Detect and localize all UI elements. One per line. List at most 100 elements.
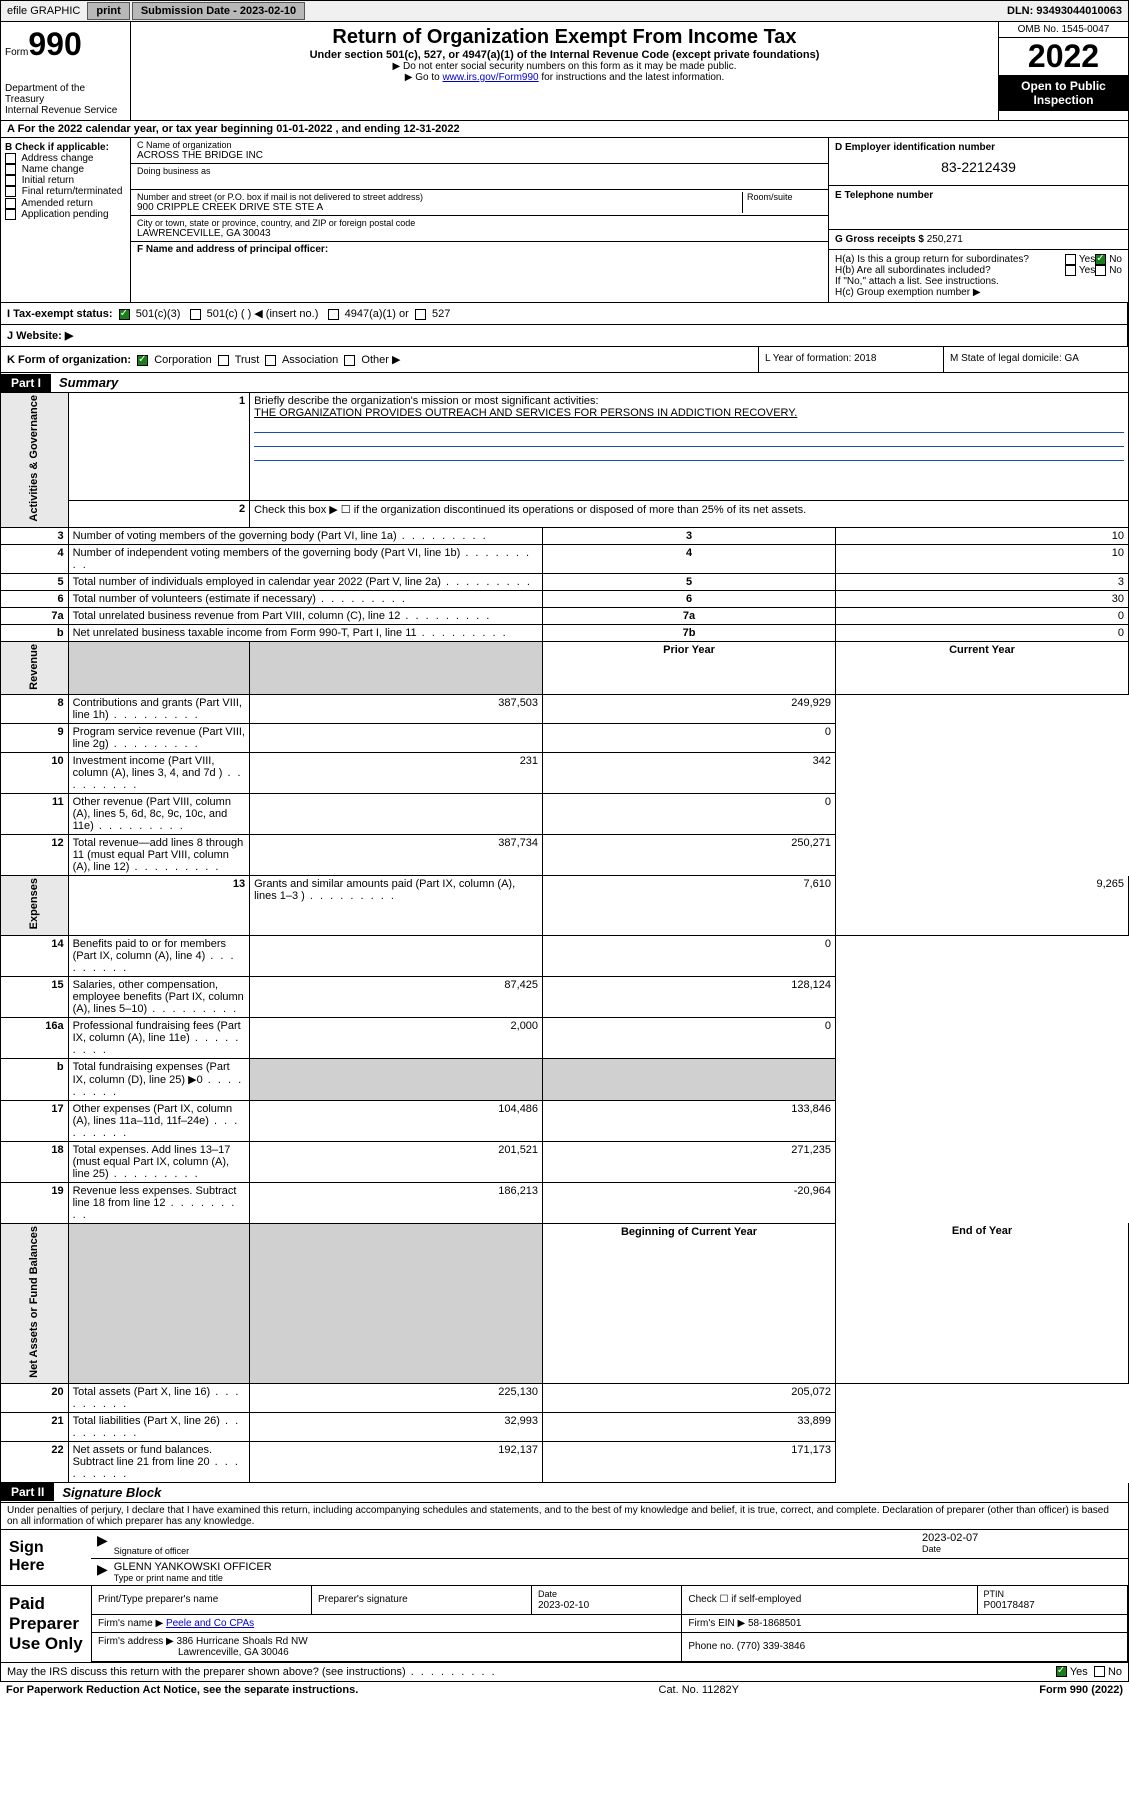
line-label: Other expenses (Part IX, column (A), lin…	[68, 1100, 250, 1141]
527-checkbox[interactable]	[415, 309, 426, 320]
line-box: 3	[543, 527, 836, 544]
501c-checkbox[interactable]	[190, 309, 201, 320]
prior-value: 104,486	[250, 1100, 543, 1141]
trust-checkbox[interactable]	[218, 355, 229, 366]
open-public-badge: Open to Public Inspection	[999, 75, 1128, 111]
other-checkbox[interactable]	[344, 355, 355, 366]
line-num: 10	[1, 753, 69, 794]
prep-sig-label: Preparer's signature	[312, 1586, 532, 1615]
box-b-checkbox[interactable]	[5, 153, 16, 164]
current-value: 9,265	[836, 876, 1129, 935]
line-num: 15	[1, 976, 69, 1017]
hc-label: H(c) Group exemption number ▶	[835, 287, 1122, 298]
table-row: 17Other expenses (Part IX, column (A), l…	[1, 1100, 1129, 1141]
line-num: 20	[1, 1383, 69, 1412]
box-b-checkbox[interactable]	[5, 209, 16, 220]
line-num: 6	[1, 590, 69, 607]
box-b-checkbox[interactable]	[5, 175, 16, 186]
box-b-checkbox[interactable]	[5, 198, 16, 209]
4947-checkbox[interactable]	[328, 309, 339, 320]
form-org-label: K Form of organization:	[7, 354, 131, 366]
dln-label: DLN: 93493044010063	[1007, 5, 1128, 17]
box-b-checkbox[interactable]	[5, 186, 16, 197]
row-j: J Website: ▶	[0, 325, 1129, 347]
cell-gray	[250, 1058, 543, 1100]
discuss-yes-checkbox[interactable]	[1056, 1666, 1067, 1677]
box-b-item: Application pending	[5, 209, 126, 220]
part1-header: Part I Summary	[0, 373, 1129, 393]
prior-value: 7,610	[543, 876, 836, 935]
submission-date-button[interactable]: Submission Date - 2023-02-10	[132, 2, 305, 20]
line-value: 0	[836, 607, 1129, 624]
line-label: Total number of volunteers (estimate if …	[68, 590, 542, 607]
line-label: Grants and similar amounts paid (Part IX…	[250, 876, 543, 935]
paid-preparer-label: Paid Preparer Use Only	[1, 1586, 91, 1662]
current-value: 171,173	[543, 1441, 836, 1482]
dept-label: Department of the Treasury	[5, 83, 126, 105]
firm-addr-cell: Firm's address ▶ 386 Hurricane Shoals Rd…	[92, 1632, 682, 1661]
line-num: 1	[68, 393, 250, 500]
hb-yes-checkbox[interactable]	[1065, 265, 1076, 276]
assoc-checkbox[interactable]	[265, 355, 276, 366]
city-label: City or town, state or province, country…	[137, 218, 822, 228]
line-a: A For the 2022 calendar year, or tax yea…	[0, 121, 1129, 138]
corp-checkbox[interactable]	[137, 355, 148, 366]
box-b-checkbox[interactable]	[5, 164, 16, 175]
ha-no-checkbox[interactable]	[1095, 254, 1106, 265]
discuss-no-checkbox[interactable]	[1094, 1666, 1105, 1677]
line-box: 5	[543, 573, 836, 590]
firm-ein-cell: Firm's EIN ▶ 58-1868501	[682, 1614, 1128, 1632]
line-num: 5	[1, 573, 69, 590]
hb-label: H(b) Are all subordinates included?	[835, 265, 1065, 276]
current-value: 0	[543, 794, 836, 835]
discuss-label: May the IRS discuss this return with the…	[7, 1666, 1056, 1678]
current-value: 0	[543, 724, 836, 753]
gross-receipts-label: G Gross receipts $	[835, 234, 924, 245]
line-box: 7a	[543, 607, 836, 624]
501c3-checkbox[interactable]	[119, 309, 130, 320]
ha-yes-checkbox[interactable]	[1065, 254, 1076, 265]
table-row: 6Total number of volunteers (estimate if…	[1, 590, 1129, 607]
current-value: 33,899	[543, 1412, 836, 1441]
current-value: 205,072	[543, 1383, 836, 1412]
table-row: bTotal fundraising expenses (Part IX, co…	[1, 1058, 1129, 1100]
row-i: I Tax-exempt status: 501(c)(3) 501(c) ( …	[0, 303, 1129, 325]
ptin-cell: PTINP00178487	[977, 1586, 1127, 1615]
current-value: 249,929	[543, 695, 836, 724]
line-label: Professional fundraising fees (Part IX, …	[68, 1017, 250, 1058]
prior-value	[250, 724, 543, 753]
line-num: 17	[1, 1100, 69, 1141]
efile-label: efile GRAPHIC	[1, 3, 86, 19]
firm-name-link[interactable]: Peele and Co CPAs	[166, 1618, 254, 1629]
phone-label-e: E Telephone number	[835, 190, 1122, 201]
table-row: 19Revenue less expenses. Subtract line 1…	[1, 1182, 1129, 1223]
prior-value: 231	[250, 753, 543, 794]
firm-name-cell: Firm's name ▶ Peele and Co CPAs	[92, 1614, 682, 1632]
table-row: bNet unrelated business taxable income f…	[1, 624, 1129, 641]
note-link: ▶ Go to www.irs.gov/Form990 for instruct…	[135, 72, 994, 83]
line-label: Total revenue—add lines 8 through 11 (mu…	[68, 835, 250, 876]
year-formation: L Year of formation: 2018	[758, 347, 943, 372]
irs-link[interactable]: www.irs.gov/Form990	[442, 72, 538, 83]
part2-header: Part II Signature Block	[0, 1483, 1129, 1503]
line-num: 4	[1, 544, 69, 573]
line-label: Investment income (Part VIII, column (A)…	[68, 753, 250, 794]
arrow-icon: ▶	[97, 1561, 108, 1583]
box-b-item: Final return/terminated	[5, 186, 126, 197]
current-value: 271,235	[543, 1141, 836, 1182]
line-label: Benefits paid to or for members (Part IX…	[68, 935, 250, 976]
org-name: ACROSS THE BRIDGE INC	[137, 150, 822, 161]
line-label: Total assets (Part X, line 16)	[68, 1383, 250, 1412]
print-button[interactable]: print	[87, 2, 129, 20]
prior-value	[250, 794, 543, 835]
line-num: 7a	[1, 607, 69, 624]
line-box: 7b	[543, 624, 836, 641]
line-label: Net assets or fund balances. Subtract li…	[68, 1441, 250, 1482]
table-row: 14Benefits paid to or for members (Part …	[1, 935, 1129, 976]
hb-no-checkbox[interactable]	[1095, 265, 1106, 276]
discuss-row: May the IRS discuss this return with the…	[0, 1663, 1129, 1682]
officer-label: F Name and address of principal officer:	[137, 244, 822, 255]
prep-name-label: Print/Type preparer's name	[92, 1586, 312, 1615]
self-employed-cell: Check ☐ if self-employed	[682, 1586, 977, 1615]
line-2: Check this box ▶ ☐ if the organization d…	[250, 500, 1129, 527]
